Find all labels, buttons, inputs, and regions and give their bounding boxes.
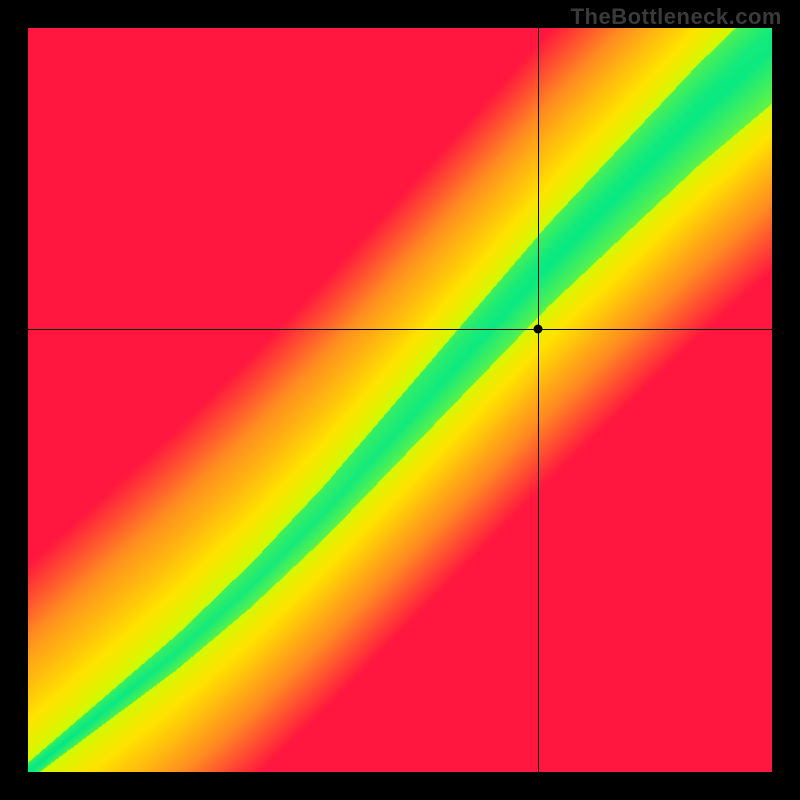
heatmap-canvas: [28, 28, 772, 772]
crosshair-marker: [533, 325, 542, 334]
crosshair-vertical: [538, 28, 539, 772]
watermark-text: TheBottleneck.com: [571, 4, 782, 30]
crosshair-horizontal: [28, 329, 772, 330]
chart-container: TheBottleneck.com: [0, 0, 800, 800]
plot-area: [28, 28, 772, 772]
